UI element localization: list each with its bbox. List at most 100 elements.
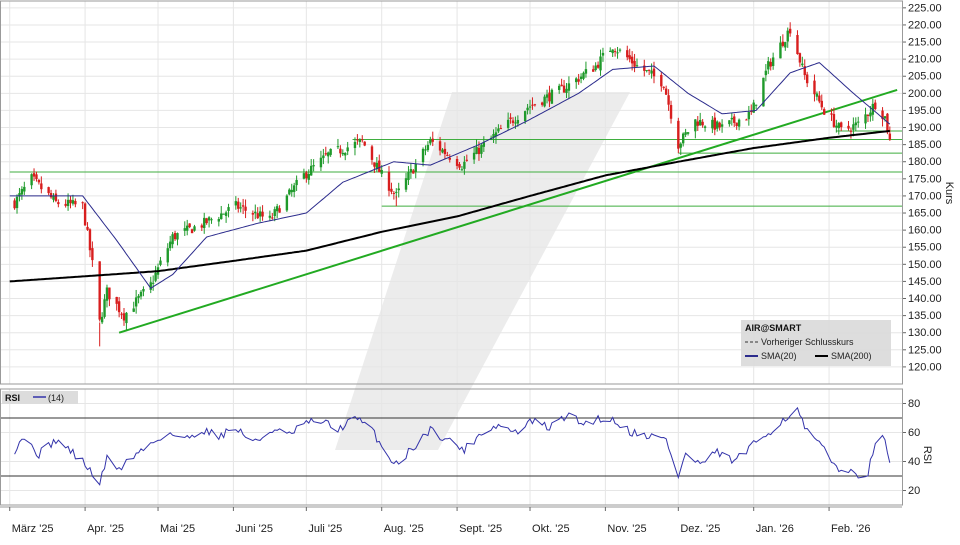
candle-body [285, 195, 289, 211]
candle-body [100, 316, 104, 323]
candle [47, 186, 50, 196]
candle [771, 52, 775, 70]
legend-label-sma20: SMA(20) [761, 351, 797, 361]
candle-body [801, 63, 804, 66]
candle-body [237, 201, 240, 209]
rsi-axis-title: RSI [921, 446, 933, 464]
candle-body [183, 228, 186, 231]
candle-body [336, 146, 340, 148]
candle [258, 206, 262, 222]
candle [633, 53, 636, 73]
candle [713, 112, 716, 136]
candle-body [465, 159, 469, 161]
candle [20, 186, 24, 200]
candle-body [98, 261, 101, 320]
candle-body [261, 211, 264, 217]
candle-body [86, 226, 89, 230]
candle-body [220, 213, 223, 220]
candle [346, 141, 349, 156]
candle [407, 166, 410, 185]
price-tick-label: 120.00 [908, 361, 942, 373]
candle [832, 107, 836, 128]
candle-body [728, 120, 731, 125]
candle [854, 117, 858, 131]
candle [579, 73, 583, 84]
candle-body [813, 80, 816, 95]
candle [176, 232, 179, 246]
candle-body [409, 169, 413, 173]
candle [565, 83, 568, 99]
candle [497, 124, 500, 134]
candle-body [66, 199, 70, 207]
candle-body [120, 313, 123, 315]
candle [718, 121, 721, 131]
candle [244, 199, 247, 219]
candle-body [609, 50, 612, 52]
candle-body [254, 211, 257, 214]
candle [720, 119, 724, 133]
candle [448, 154, 451, 163]
candle [820, 94, 823, 110]
candle [115, 296, 118, 311]
candle [40, 176, 43, 194]
candle-body [166, 248, 169, 263]
candle-body [239, 207, 242, 209]
candle-body [703, 126, 707, 128]
candle-body [847, 125, 850, 129]
candle-body [64, 203, 67, 206]
candle [137, 294, 140, 304]
candle [796, 30, 799, 55]
rsi-legend-label: (14) [48, 393, 64, 403]
candle [560, 78, 563, 87]
candle-body [271, 217, 274, 219]
candle-body [767, 61, 770, 70]
candle [341, 149, 345, 156]
candle-body [103, 299, 106, 317]
rsi-line [14, 406, 891, 486]
candle-body [344, 152, 347, 156]
candle-body [516, 119, 520, 124]
candle [324, 146, 327, 156]
candle-body [370, 146, 374, 160]
candle-body [176, 233, 179, 240]
candle [353, 137, 357, 156]
candle-body [652, 68, 656, 77]
candle-body [562, 85, 566, 93]
candle [168, 235, 172, 251]
candle-body [256, 213, 259, 219]
candle [370, 144, 374, 165]
candle [171, 231, 174, 249]
candle-body [472, 152, 476, 160]
candle [664, 85, 668, 95]
candle [864, 107, 867, 129]
candle-body [528, 106, 532, 108]
candle [630, 51, 634, 71]
price-tick-label: 225.00 [908, 2, 942, 14]
candle [151, 275, 155, 291]
candle-body [125, 312, 128, 324]
candle-body [477, 147, 481, 155]
candle-body [54, 193, 58, 201]
candle-body [319, 157, 323, 168]
candle [679, 142, 682, 156]
candle-body [88, 229, 92, 251]
candle-body [446, 154, 449, 156]
candle-body [35, 174, 38, 180]
candle [635, 58, 639, 68]
candle [805, 71, 809, 88]
candle [801, 56, 804, 68]
candle-body [438, 141, 442, 151]
candle-body [548, 92, 551, 102]
candle-body [244, 206, 247, 211]
candle-body [531, 104, 534, 106]
candle [543, 94, 546, 108]
candle [429, 136, 432, 146]
candle-body [122, 313, 126, 321]
candle [205, 217, 208, 225]
candle [363, 141, 366, 147]
candle [745, 118, 748, 121]
candle-body [327, 152, 330, 157]
candle [482, 136, 486, 152]
candle-body [716, 121, 719, 129]
candle [344, 152, 347, 161]
